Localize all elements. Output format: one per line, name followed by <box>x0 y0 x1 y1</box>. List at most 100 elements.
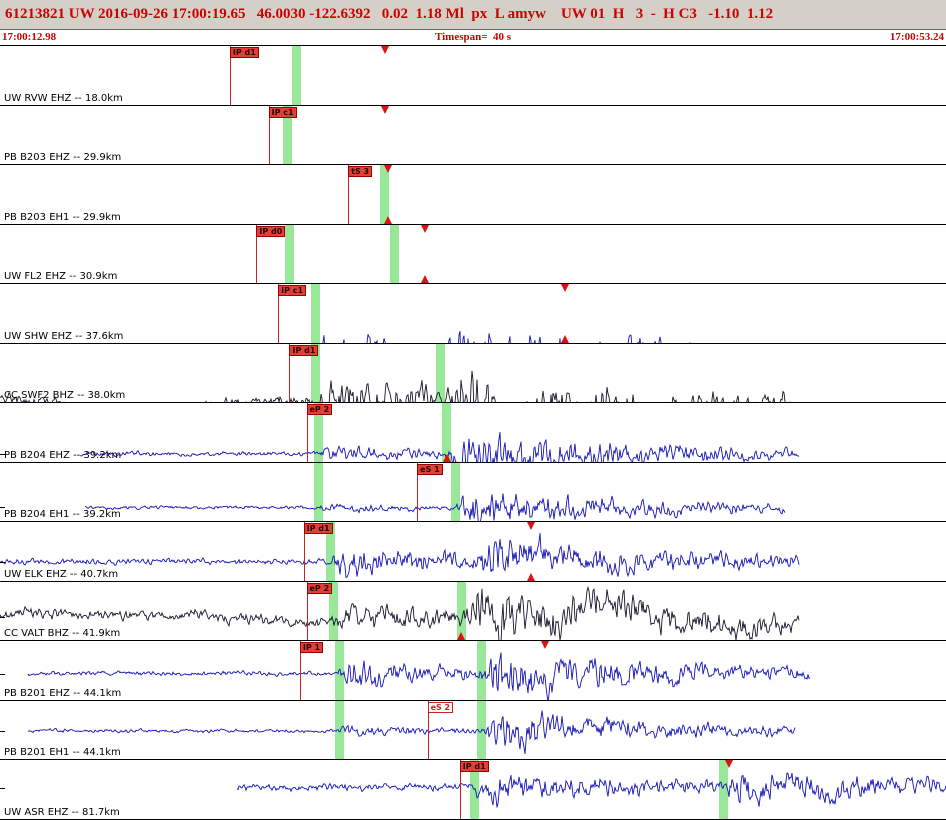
phase-pick-line <box>289 343 291 403</box>
pick-highlight-bar <box>334 700 344 760</box>
pick-marker-down-icon <box>725 760 734 769</box>
trace-row-cc-valt-bhz-41-9km[interactable]: eP 2 CC VALT BHZ -- 41.9km <box>0 581 946 642</box>
pick-highlight-bar <box>311 343 321 403</box>
waveform <box>0 585 800 641</box>
trace-row-pb-b203-ehz-29-9km[interactable]: IP c1 PB B203 EHZ -- 29.9km <box>0 105 946 166</box>
pick-marker-up-icon <box>526 572 535 581</box>
waveform <box>236 772 946 808</box>
phase-pick-line <box>348 165 350 224</box>
pick-marker-down-icon <box>381 105 390 114</box>
pick-marker-up-icon <box>442 453 451 462</box>
trace-label: PB B204 EHZ -- 39.2km <box>4 449 122 461</box>
baseline-tick <box>0 730 5 732</box>
pick-marker-down-icon <box>383 165 392 174</box>
pick-marker-down-icon <box>540 641 549 650</box>
waveform <box>0 533 800 579</box>
trace-label: PB B203 EHZ -- 29.9km <box>4 152 122 164</box>
phase-pick-label[interactable]: eP 2 <box>306 582 333 594</box>
trace-row-pb-b201-ehz-44-1km[interactable]: IP 1 PB B201 EHZ -- 44.1km <box>0 641 946 701</box>
pick-highlight-bar <box>476 700 486 760</box>
phase-pick-label[interactable]: IP c1 <box>278 285 307 297</box>
pick-marker-down-icon <box>526 522 535 531</box>
phase-pick-label[interactable]: tS 3 <box>348 166 373 178</box>
waveform <box>322 331 691 343</box>
phase-pick-label[interactable]: eS 1 <box>417 463 443 475</box>
phase-pick-line <box>303 522 305 581</box>
waveform <box>79 432 800 462</box>
phase-pick-label[interactable]: IP c1 <box>268 106 297 118</box>
phase-pick-label[interactable]: IP d1 <box>459 761 489 773</box>
pick-highlight-bar <box>292 46 302 105</box>
trace-row-pb-b201-eh1-44-1km[interactable]: eS 2 PB B201 EH1 -- 44.1km <box>0 700 946 761</box>
pick-marker-down-icon <box>560 284 569 293</box>
pick-marker-up-icon <box>560 334 569 343</box>
phase-pick-line <box>268 105 270 165</box>
phase-pick-label[interactable]: IP d1 <box>303 523 333 535</box>
phase-pick-line <box>256 224 258 284</box>
trace-row-uw-asr-ehz-81-7km[interactable]: IP d1 UW ASR EHZ -- 81.7km <box>0 760 946 820</box>
pick-highlight-bar <box>451 462 461 522</box>
phase-pick-line <box>459 760 461 819</box>
event-header-text: 61213821 UW 2016-09-26 17:00:19.65 46.00… <box>5 6 774 22</box>
waveform <box>0 165 946 225</box>
baseline-tick <box>0 673 5 675</box>
trace-label: PB B204 EH1 -- 39.2km <box>4 509 121 521</box>
pick-highlight-bar <box>718 760 728 819</box>
trace-row-pb-b204-eh1-39-2km[interactable]: eS 1 PB B204 EH1 -- 39.2km <box>0 462 946 523</box>
pick-highlight-bar <box>313 462 323 522</box>
traces-area: IP d1 UW RVW EHZ -- 18.0km IP c1 PB B203 EH… <box>0 46 946 820</box>
phase-pick-label[interactable]: IP 1 <box>299 642 324 654</box>
trace-row-uw-shw-ehz-37-6km[interactable]: IP c1 UW SHW EHZ -- 37.6km <box>0 284 946 344</box>
phase-pick-label[interactable]: IP d0 <box>256 225 286 237</box>
pick-highlight-bar <box>435 343 445 403</box>
pick-highlight-bar <box>476 641 486 700</box>
trace-row-uw-elk-ehz-40-7km[interactable]: IP d1 UW ELK EHZ -- 40.7km <box>0 522 946 582</box>
phase-pick-label[interactable]: IP d1 <box>229 47 259 58</box>
pick-marker-up-icon <box>420 275 429 284</box>
waveform <box>0 370 791 403</box>
phase-pick-line <box>278 284 280 343</box>
trace-label: UW FL2 EHZ -- 30.9km <box>4 271 118 283</box>
pick-highlight-bar <box>441 403 451 462</box>
trace-label: CC SWF2 BHZ -- 38.0km <box>4 390 126 402</box>
pick-highlight-bar <box>313 403 323 462</box>
trace-label: PB B203 EH1 -- 29.9km <box>4 211 121 223</box>
pick-highlight-bar <box>282 105 292 165</box>
trace-label: PB B201 EHZ -- 44.1km <box>4 687 122 699</box>
event-header-bar: 61213821 UW 2016-09-26 17:00:19.65 46.00… <box>0 0 946 30</box>
trace-label: UW RVW EHZ -- 18.0km <box>4 92 123 104</box>
pick-highlight-bar <box>380 165 390 224</box>
baseline-tick <box>0 787 5 789</box>
waveform <box>27 710 796 754</box>
baseline-tick <box>0 561 5 563</box>
waveform <box>84 493 786 522</box>
phase-pick-line <box>417 462 419 522</box>
pick-highlight-bar <box>311 284 321 343</box>
waveform <box>0 225 946 285</box>
phase-pick-label[interactable]: IP d1 <box>289 344 319 356</box>
trace-row-pb-b203-eh1-29-9km[interactable]: tS 3 PB B203 EH1 -- 29.9km <box>0 165 946 225</box>
pick-highlight-bar <box>326 522 336 581</box>
pick-marker-down-icon <box>420 224 429 233</box>
phase-pick-line <box>306 581 308 641</box>
pick-marker-down-icon <box>381 46 390 54</box>
trace-row-uw-fl2-ehz-30-9km[interactable]: IP d0 UW FL2 EHZ -- 30.9km <box>0 224 946 285</box>
trace-label: PB B201 EH1 -- 44.1km <box>4 747 121 759</box>
trace-row-pb-b204-ehz-39-2km[interactable]: eP 2 PB B204 EHZ -- 39.2km <box>0 403 946 463</box>
waveform <box>27 652 811 700</box>
trace-row-cc-swf2-bhz-38-0km[interactable]: IP d1 CC SWF2 BHZ -- 38.0km <box>0 343 946 404</box>
phase-pick-line <box>306 403 308 462</box>
waveform <box>0 106 946 166</box>
timeline-bar: 17:00:12.98 Timespan= 40 s 17:00:53.24 <box>0 30 946 46</box>
pick-highlight-bar <box>456 581 466 641</box>
phase-pick-label[interactable]: eS 2 <box>427 701 454 713</box>
window-end-time: 17:00:53.24 <box>889 31 944 43</box>
pick-highlight-bar <box>389 224 399 284</box>
phase-pick-label[interactable]: eP 2 <box>306 404 333 416</box>
trace-row-uw-rvw-ehz-18-0km[interactable]: IP d1 UW RVW EHZ -- 18.0km <box>0 46 946 106</box>
pick-highlight-bar <box>328 581 338 641</box>
waveform <box>0 46 946 106</box>
trace-label: CC VALT BHZ -- 41.9km <box>4 628 121 640</box>
pick-marker-up-icon <box>456 632 465 641</box>
